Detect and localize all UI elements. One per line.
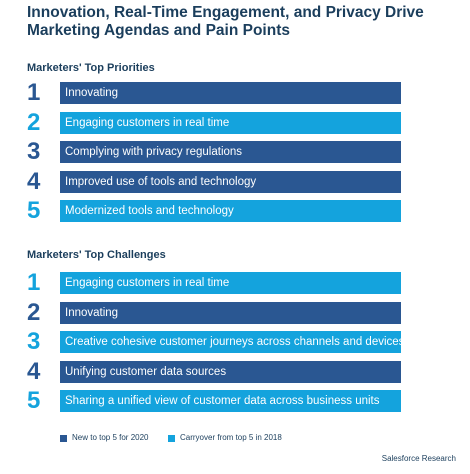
challenge-rank-number: 4 (27, 357, 41, 385)
priority-label-bar: Modernized tools and technology (60, 200, 401, 222)
challenge-row: 3 Creative cohesive customer journeys acr… (27, 328, 401, 355)
challenge-row: 1 Engaging customers in real time (27, 269, 401, 296)
challenge-rank-number: 2 (27, 298, 41, 326)
challenge-label-bar: Creative cohesive customer journeys acro… (60, 331, 401, 353)
challenge-rank-number: 5 (27, 387, 41, 414)
challenge-rank-number: 3 (27, 328, 41, 355)
priority-row: 4 Improved use of tools and technology (27, 167, 401, 195)
challenge-rank-number: 1 (27, 269, 41, 296)
priority-label-bar: Innovating (60, 82, 401, 104)
priority-rank-number: 5 (27, 197, 41, 224)
legend-swatch-new (60, 435, 67, 442)
priority-row: 3 Complying with privacy regulations (27, 138, 401, 165)
challenge-row: 2 Innovating (27, 298, 401, 326)
priority-rank-number: 4 (27, 167, 41, 195)
priority-rank-number: 3 (27, 138, 41, 165)
legend-label-carryover: Carryover from top 5 in 2018 (180, 433, 282, 442)
priority-label-bar: Complying with privacy regulations (60, 141, 401, 163)
challenges-heading: Marketers' Top Challenges (27, 249, 166, 261)
page-title: Innovation, Real-Time Engagement, and Pr… (27, 4, 424, 39)
source-credit: Salesforce Research (381, 454, 456, 463)
legend-label-new: New to top 5 for 2020 (72, 433, 149, 442)
priority-label-bar: Engaging customers in real time (60, 111, 401, 134)
priority-row: 5 Modernized tools and technology (27, 197, 401, 224)
challenge-row: 5 Sharing a unified view of customer data… (27, 387, 401, 414)
challenge-label-bar: Sharing a unified view of customer data … (60, 390, 401, 412)
priority-row: 1 Innovating (27, 79, 401, 106)
priority-rank-number: 2 (27, 108, 41, 136)
challenge-row: 4 Unifying customer data sources (27, 357, 401, 385)
challenge-label-bar: Unifying customer data sources (60, 360, 401, 383)
challenge-label-bar: Innovating (60, 301, 401, 324)
priority-rank-number: 1 (27, 79, 41, 106)
challenge-label-bar: Engaging customers in real time (60, 272, 401, 294)
priority-label-bar: Improved use of tools and technology (60, 170, 401, 193)
legend-swatch-carryover (168, 435, 175, 442)
priority-row: 2 Engaging customers in real time (27, 108, 401, 136)
priorities-heading: Marketers' Top Priorities (27, 62, 155, 74)
